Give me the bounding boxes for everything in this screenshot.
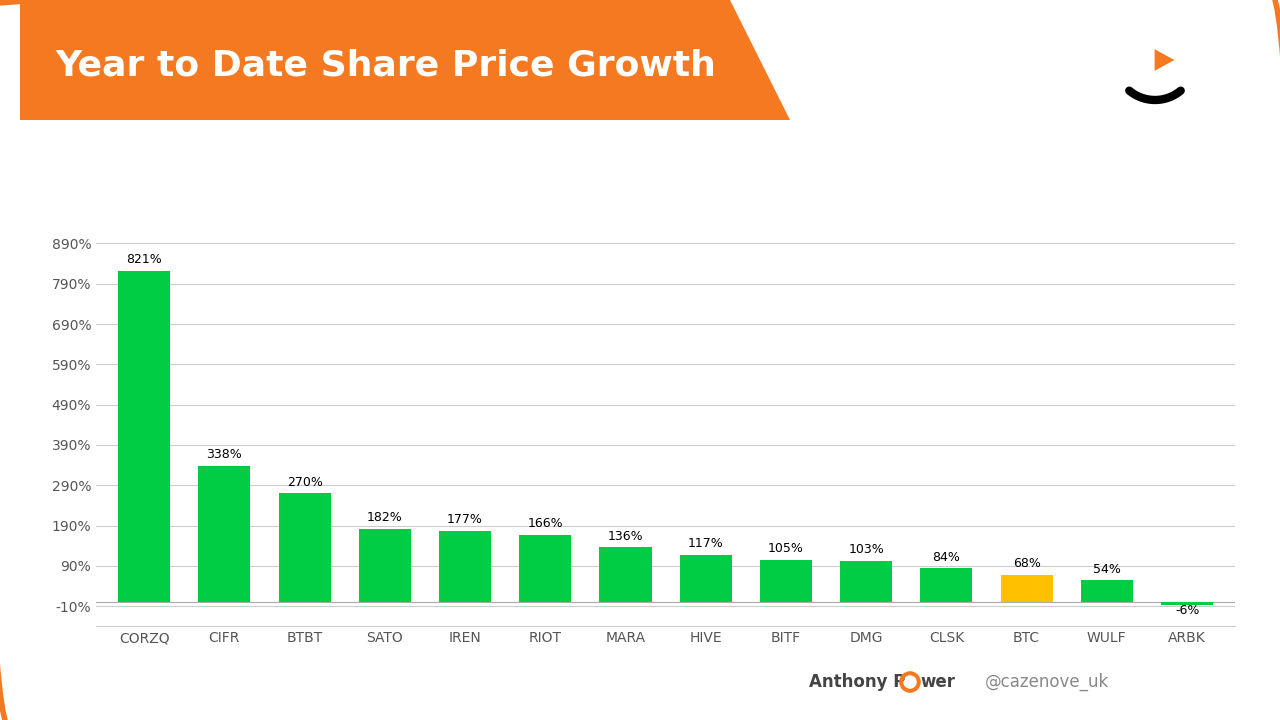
Text: O: O bbox=[902, 673, 918, 691]
Bar bbox=[599, 547, 652, 602]
Text: 54%: 54% bbox=[1093, 562, 1121, 575]
Bar bbox=[1001, 575, 1052, 602]
Text: 338%: 338% bbox=[206, 448, 242, 461]
Text: 84%: 84% bbox=[932, 551, 960, 564]
Text: 177%: 177% bbox=[447, 513, 483, 526]
Text: 182%: 182% bbox=[367, 511, 403, 524]
Bar bbox=[680, 555, 732, 602]
Text: -6%: -6% bbox=[1175, 604, 1199, 617]
Text: 105%: 105% bbox=[768, 542, 804, 555]
Text: 136%: 136% bbox=[608, 529, 644, 543]
Text: 68%: 68% bbox=[1012, 557, 1041, 570]
Bar bbox=[439, 531, 492, 602]
Polygon shape bbox=[1155, 49, 1175, 71]
Bar bbox=[358, 528, 411, 602]
Bar bbox=[279, 493, 330, 602]
Text: Year to Date Share Price Growth: Year to Date Share Price Growth bbox=[55, 48, 716, 82]
Bar bbox=[1080, 580, 1133, 602]
Text: 117%: 117% bbox=[687, 537, 723, 550]
Text: wer: wer bbox=[920, 673, 955, 691]
Bar bbox=[118, 271, 170, 602]
Bar bbox=[920, 568, 973, 602]
Text: @cazenove_uk: @cazenove_uk bbox=[986, 673, 1110, 691]
Text: 103%: 103% bbox=[849, 543, 884, 556]
Bar bbox=[520, 535, 571, 602]
Text: Anthony P: Anthony P bbox=[809, 673, 905, 691]
Text: 166%: 166% bbox=[527, 518, 563, 531]
Bar bbox=[840, 561, 892, 602]
Bar bbox=[760, 560, 812, 602]
Text: 270%: 270% bbox=[287, 475, 323, 488]
Polygon shape bbox=[20, 0, 790, 120]
Bar bbox=[198, 466, 251, 602]
Bar bbox=[1161, 602, 1213, 605]
Text: 821%: 821% bbox=[127, 253, 163, 266]
